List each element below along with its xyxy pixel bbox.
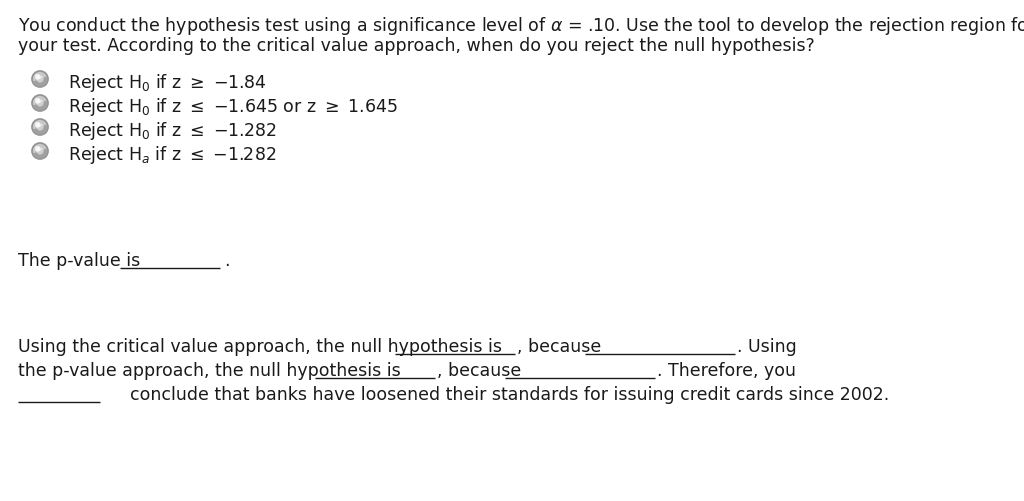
Circle shape xyxy=(37,147,44,155)
Text: Reject H$_0$ if z $\leq$ $-$1.282: Reject H$_0$ if z $\leq$ $-$1.282 xyxy=(68,120,276,142)
Circle shape xyxy=(32,143,48,159)
Text: your test. According to the critical value approach, when do you reject the null: your test. According to the critical val… xyxy=(18,37,815,55)
Circle shape xyxy=(37,75,44,83)
Text: the p-value approach, the null hypothesis is: the p-value approach, the null hypothesi… xyxy=(18,362,400,380)
Text: Reject H$_0$ if z $\leq$ $-$1.645 or z $\geq$ 1.645: Reject H$_0$ if z $\leq$ $-$1.645 or z $… xyxy=(68,96,398,118)
Text: You conduct the hypothesis test using a significance level of $\alpha$ = .10. Us: You conduct the hypothesis test using a … xyxy=(18,15,1024,37)
Circle shape xyxy=(35,98,40,103)
Text: . Using: . Using xyxy=(737,338,797,356)
Circle shape xyxy=(35,74,40,79)
Text: The p-value is: The p-value is xyxy=(18,252,140,270)
Circle shape xyxy=(32,95,48,111)
Circle shape xyxy=(37,123,44,131)
Text: .: . xyxy=(224,252,229,270)
Text: Using the critical value approach, the null hypothesis is: Using the critical value approach, the n… xyxy=(18,338,502,356)
Text: . Therefore, you: . Therefore, you xyxy=(657,362,796,380)
Text: Reject H$_0$ if z $\geq$ $-$1.84: Reject H$_0$ if z $\geq$ $-$1.84 xyxy=(68,72,267,94)
Text: , because: , because xyxy=(437,362,521,380)
Text: Reject H$_a$ if z $\leq$ $-$1.282: Reject H$_a$ if z $\leq$ $-$1.282 xyxy=(68,144,276,166)
Circle shape xyxy=(35,146,40,151)
Circle shape xyxy=(32,71,48,87)
Wedge shape xyxy=(33,76,47,87)
Wedge shape xyxy=(33,148,47,159)
Circle shape xyxy=(35,122,40,127)
Circle shape xyxy=(32,119,48,135)
Wedge shape xyxy=(33,100,47,111)
Wedge shape xyxy=(33,124,47,135)
Text: , because: , because xyxy=(517,338,601,356)
Circle shape xyxy=(37,99,44,107)
Text: conclude that banks have loosened their standards for issuing credit cards since: conclude that banks have loosened their … xyxy=(130,386,889,404)
